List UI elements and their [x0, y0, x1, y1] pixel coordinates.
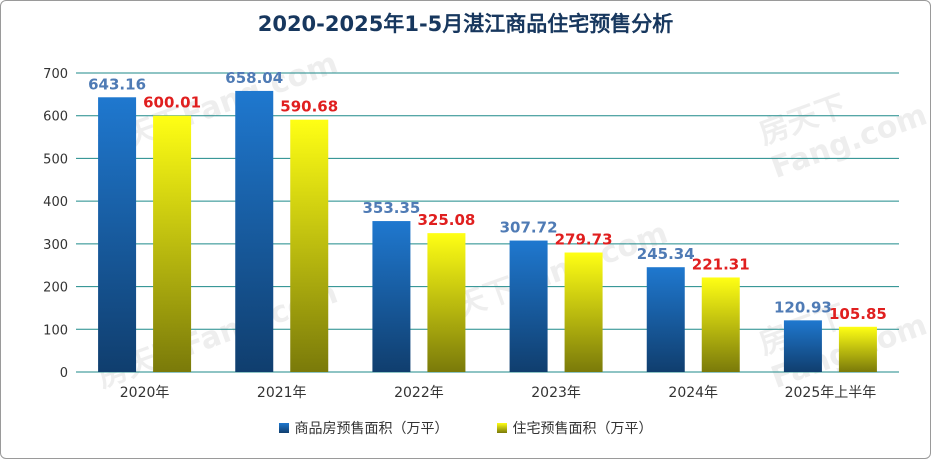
- y-tick-label: 500: [43, 152, 68, 167]
- data-label: 120.93: [774, 298, 832, 316]
- bar-commercial-housing: [509, 240, 548, 372]
- bar-commercial-housing: [372, 221, 411, 372]
- y-tick-label: 600: [43, 110, 68, 125]
- y-tick-label: 0: [60, 366, 68, 381]
- data-label: 245.34: [637, 245, 695, 263]
- x-tick-label: 2023年: [531, 385, 581, 401]
- x-tick-label: 2022年: [394, 385, 444, 401]
- bar-commercial-housing: [98, 97, 137, 372]
- bar-residential: [701, 277, 740, 372]
- data-label: 221.31: [692, 255, 750, 273]
- y-tick-label: 700: [43, 67, 68, 82]
- y-tick-label: 400: [43, 195, 68, 210]
- bar-commercial-housing: [646, 267, 685, 372]
- legend-swatch-blue: [278, 423, 289, 433]
- x-tick-label: 2021年: [257, 385, 307, 401]
- data-label: 105.85: [829, 305, 887, 323]
- bar-commercial-housing: [235, 90, 274, 372]
- legend: 商品房预售面积（万平） 住宅预售面积（万平）: [0, 418, 931, 438]
- data-label: 590.68: [280, 98, 338, 116]
- legend-label: 住宅预售面积（万平）: [512, 421, 653, 437]
- legend-item-series-1: 商品房预售面积（万平）: [278, 418, 449, 438]
- y-tick-label: 100: [43, 323, 68, 338]
- bar-residential: [838, 326, 877, 372]
- x-tick-label: 2020年: [120, 385, 170, 401]
- y-tick-label: 300: [43, 238, 68, 253]
- legend-swatch-yellow: [496, 423, 507, 433]
- data-label: 279.73: [555, 231, 613, 249]
- legend-item-series-2: 住宅预售面积（万平）: [496, 418, 653, 438]
- bar-residential: [427, 233, 466, 372]
- legend-label: 商品房预售面积（万平）: [294, 421, 449, 437]
- bar-commercial-housing: [783, 320, 822, 372]
- data-label: 643.16: [88, 75, 146, 93]
- x-tick-label: 2025年上半年: [785, 385, 877, 401]
- bar-residential: [290, 119, 329, 373]
- bar-residential: [153, 115, 192, 372]
- chart-title: 2020-2025年1-5月湛江商品住宅预售分析: [257, 12, 674, 36]
- data-label: 600.01: [143, 94, 201, 112]
- bar-residential: [564, 252, 603, 372]
- data-label: 658.04: [225, 69, 283, 87]
- x-tick-label: 2024年: [668, 385, 718, 401]
- data-label: 325.08: [417, 211, 475, 229]
- data-label: 307.72: [500, 219, 558, 237]
- y-tick-label: 200: [43, 281, 68, 296]
- data-label: 353.35: [362, 199, 420, 217]
